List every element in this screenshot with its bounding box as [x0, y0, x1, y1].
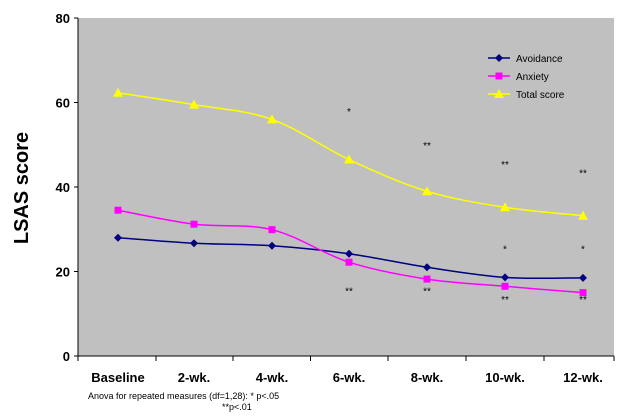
data-point-anxiety: [268, 226, 276, 234]
series-anxiety: [114, 206, 587, 297]
x-tick-label: 10-wk.: [485, 370, 525, 385]
series-avoidance: [114, 233, 587, 282]
legend-label-anxiety: Anxiety: [516, 72, 549, 83]
data-point-anxiety: [114, 206, 122, 214]
y-tick-label: 60: [56, 96, 70, 111]
data-point-avoidance: [579, 273, 587, 282]
y-tick-label: 40: [56, 180, 70, 195]
legend-marker-total-score: [494, 89, 504, 98]
significance-marker: *: [581, 244, 585, 255]
significance-annotations: ******** *** **** **: [345, 107, 587, 306]
plot-area: [78, 18, 614, 356]
data-point-total-score: [578, 210, 588, 220]
data-point-anxiety: [501, 282, 509, 290]
series-layer: [113, 87, 588, 297]
data-point-total-score: [189, 99, 199, 109]
data-point-avoidance: [423, 263, 431, 272]
significance-marker: *: [503, 244, 507, 255]
legend-marker-anxiety: [495, 72, 503, 80]
x-tick-label: 8-wk.: [411, 370, 444, 385]
legend: Avoidance Anxiety Total score: [488, 54, 565, 101]
x-tick-label: 6-wk.: [333, 370, 366, 385]
footnote-line-1: Anova for repeated measures (df=1,28): *…: [88, 391, 280, 401]
legend-marker-avoidance: [495, 54, 503, 62]
significance-marker: *: [347, 107, 351, 118]
x-tick-label: Baseline: [91, 370, 144, 385]
x-tick-label: 4-wk.: [256, 370, 289, 385]
y-axis-label: LSAS score: [11, 132, 33, 244]
significance-marker: **: [501, 295, 509, 306]
significance-marker: **: [423, 287, 431, 298]
data-point-total-score: [344, 154, 354, 164]
data-point-avoidance: [268, 241, 276, 250]
data-point-total-score: [113, 87, 123, 97]
footnote-line-2: **p<.01: [222, 402, 252, 412]
series-total-score: [113, 87, 588, 220]
significance-marker: **: [345, 287, 353, 298]
data-point-avoidance: [501, 273, 509, 282]
significance-marker: **: [423, 141, 431, 152]
y-tick-label: 0: [63, 349, 70, 364]
data-point-avoidance: [345, 249, 353, 258]
x-tick-label: 12-wk.: [563, 370, 603, 385]
significance-marker: **: [501, 160, 509, 171]
data-point-total-score: [267, 114, 277, 124]
x-tick-label: 2-wk.: [178, 370, 211, 385]
significance-marker: **: [579, 168, 587, 179]
y-tick-label: 20: [56, 265, 70, 280]
y-axis-ticks: 0 20 40 60 80: [56, 11, 78, 364]
data-point-avoidance: [190, 239, 198, 248]
significance-marker: **: [579, 295, 587, 306]
data-point-anxiety: [579, 289, 587, 297]
data-point-anxiety: [345, 258, 353, 266]
x-axis-ticks: Baseline 2-wk. 4-wk. 6-wk. 8-wk. 10-wk. 12-wk.: [77, 356, 615, 385]
y-tick-label: 80: [56, 11, 70, 26]
data-point-total-score: [422, 186, 432, 196]
data-point-anxiety: [423, 275, 431, 283]
legend-label-total-score: Total score: [516, 90, 565, 101]
data-point-avoidance: [114, 233, 122, 242]
legend-label-avoidance: Avoidance: [516, 54, 563, 65]
data-point-total-score: [500, 202, 510, 212]
data-point-anxiety: [190, 220, 198, 228]
